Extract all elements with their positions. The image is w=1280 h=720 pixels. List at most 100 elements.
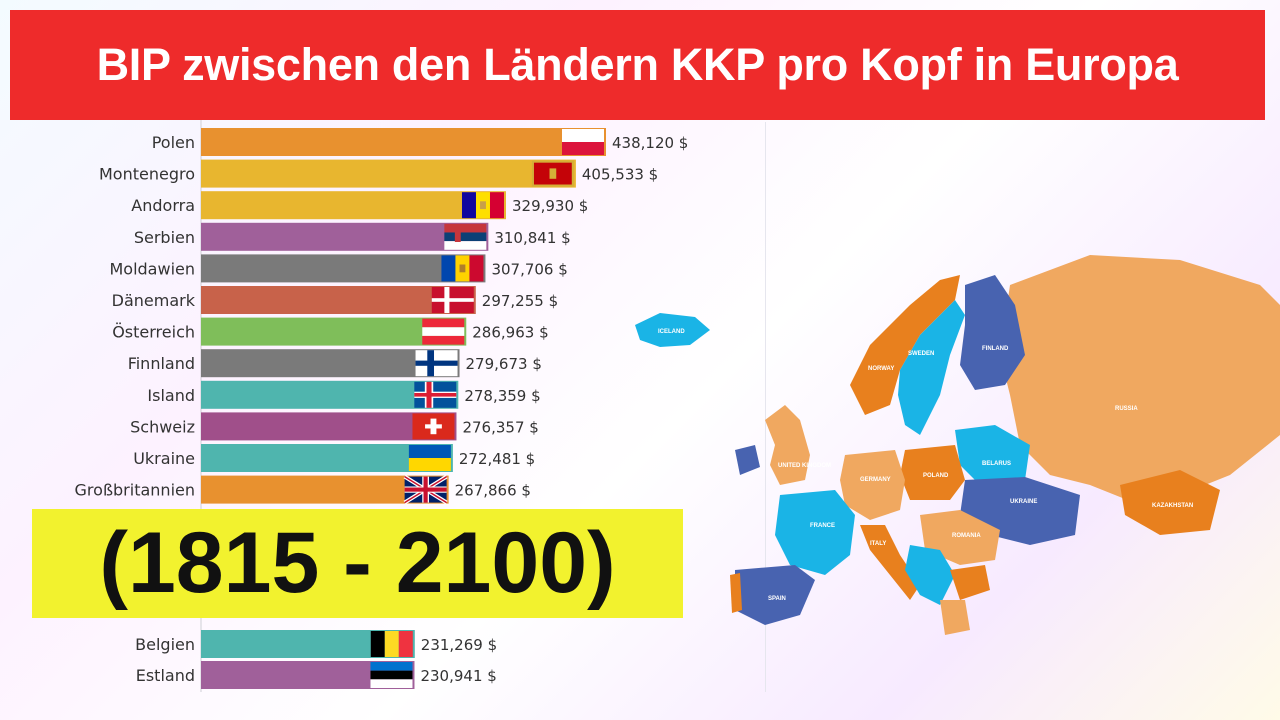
year-range-label: (1815 - 2100): [99, 515, 616, 611]
map-bulgaria: [950, 565, 990, 600]
category-label: Belgien: [135, 635, 195, 654]
value-label: 438,120 $: [612, 134, 688, 152]
map-portugal: [730, 573, 742, 613]
category-label: Moldawien: [109, 259, 195, 278]
bar-row: Finnland 279,673 $: [128, 349, 542, 378]
map-label-uk: UNITED KINGDOM: [778, 463, 831, 469]
ua-flag-icon: [408, 445, 451, 471]
map-label-ukraine: UKRAINE: [1010, 499, 1037, 505]
value-label: 310,841 $: [494, 229, 570, 247]
map-uk: [765, 405, 810, 485]
bar-row: Großbritannien 267,866 $: [75, 474, 531, 505]
value-label: 307,706 $: [491, 260, 567, 278]
ad-flag-icon: [461, 192, 504, 219]
category-label: Montenegro: [99, 165, 195, 184]
map-label-romania: ROMANIA: [952, 533, 981, 539]
bar-row: Estland 230,941 $: [136, 661, 497, 689]
md-flag-icon: [441, 255, 484, 282]
map-greece: [940, 600, 970, 635]
bar-row: Montenegro 405,533 $: [99, 159, 658, 188]
bar: [201, 191, 506, 220]
ch-flag-icon: [412, 413, 455, 440]
bar-row: Polen 438,120 $: [152, 128, 688, 156]
page-title: BIP zwischen den Ländern KKP pro Kopf in…: [96, 39, 1179, 90]
map-label-spain: SPAIN: [768, 596, 786, 602]
map-label-russia: RUSSIA: [1115, 406, 1138, 412]
map-finland: [960, 275, 1025, 390]
value-label: 267,866 $: [455, 482, 531, 500]
pl-flag-icon: [562, 129, 604, 155]
year-range-box: (1815 - 2100): [32, 509, 683, 618]
value-label: 405,533 $: [582, 166, 658, 184]
category-label: Andorra: [131, 196, 195, 215]
value-label: 272,481 $: [459, 450, 535, 468]
map-norway: [850, 275, 960, 415]
bar: [201, 317, 467, 346]
map-france: [775, 490, 855, 575]
category-label: Serbien: [134, 228, 195, 247]
be-flag-icon: [370, 631, 413, 657]
map-label-italy: ITALY: [870, 541, 886, 547]
map-label-belarus: BELARUS: [982, 461, 1011, 467]
map-poland: [900, 445, 965, 500]
is-flag-icon: [414, 381, 457, 408]
map-label-france: FRANCE: [810, 523, 835, 529]
map-russia: [1000, 255, 1280, 505]
dk-flag-icon: [431, 287, 474, 313]
map-germany: [840, 450, 905, 520]
map-label-norway: NORWAY: [868, 366, 894, 372]
europe-map-svg: ICELAND NORWAY SWEDEN FINLAND RUSSIA UNI…: [635, 255, 1280, 635]
value-label: 297,255 $: [482, 292, 558, 310]
bar-row: Dänemark 297,255 $: [112, 286, 558, 314]
bar-row: Serbien 310,841 $: [134, 222, 571, 251]
value-label: 230,941 $: [420, 667, 496, 685]
map-spain: [735, 565, 815, 625]
map-label-germany: GERMANY: [860, 477, 891, 483]
category-label: Schweiz: [130, 417, 195, 436]
map-label-poland: POLAND: [923, 473, 949, 479]
bar-row: Moldawien 307,706 $: [109, 254, 568, 283]
value-label: 231,269 $: [421, 636, 497, 654]
bar-row: Island 278,359 $: [147, 380, 541, 409]
map-sweden: [898, 300, 965, 435]
map-label-finland: FINLAND: [982, 346, 1009, 352]
category-label: Dänemark: [112, 291, 196, 310]
category-label: Ukraine: [133, 449, 195, 468]
value-label: 278,359 $: [464, 387, 540, 405]
value-label: 276,357 $: [462, 418, 538, 436]
at-flag-icon: [422, 318, 465, 345]
gridline: [765, 122, 766, 692]
fi-flag-icon: [415, 350, 458, 377]
category-label: Polen: [152, 133, 195, 152]
bar-row: Ukraine 272,481 $: [133, 444, 535, 472]
bar-row: Andorra 329,930 $: [131, 191, 588, 220]
bar-row: Schweiz 276,357 $: [130, 412, 539, 441]
map-ireland: [735, 445, 760, 475]
bar: [201, 159, 576, 188]
bar: [201, 222, 489, 251]
europe-map: ICELAND NORWAY SWEDEN FINLAND RUSSIA UNI…: [620, 245, 1280, 645]
map-italy: [860, 525, 920, 600]
map-label-kazakhstan: KAZAKHSTAN: [1152, 503, 1193, 509]
value-label: 329,930 $: [512, 197, 588, 215]
map-label-iceland: ICELAND: [658, 329, 685, 335]
bar-row: Österreich 286,963 $: [112, 317, 549, 346]
gb-flag-icon: [403, 474, 448, 505]
category-label: Finnland: [128, 354, 195, 373]
rs-flag-icon: [444, 223, 487, 250]
ee-flag-icon: [370, 662, 413, 688]
category-label: Island: [147, 386, 195, 405]
bar: [201, 128, 606, 156]
bar-row: Belgien 231,269 $: [135, 630, 497, 658]
bar: [201, 286, 476, 314]
me-flag-icon: [531, 160, 574, 187]
category-label: Estland: [136, 666, 195, 685]
title-banner: BIP zwischen den Ländern KKP pro Kopf in…: [10, 10, 1265, 120]
map-belarus: [955, 425, 1030, 485]
map-label-sweden: SWEDEN: [908, 351, 934, 357]
value-label: 279,673 $: [466, 355, 542, 373]
bar: [201, 254, 486, 283]
category-label: Österreich: [112, 323, 195, 342]
value-label: 286,963 $: [472, 324, 548, 342]
